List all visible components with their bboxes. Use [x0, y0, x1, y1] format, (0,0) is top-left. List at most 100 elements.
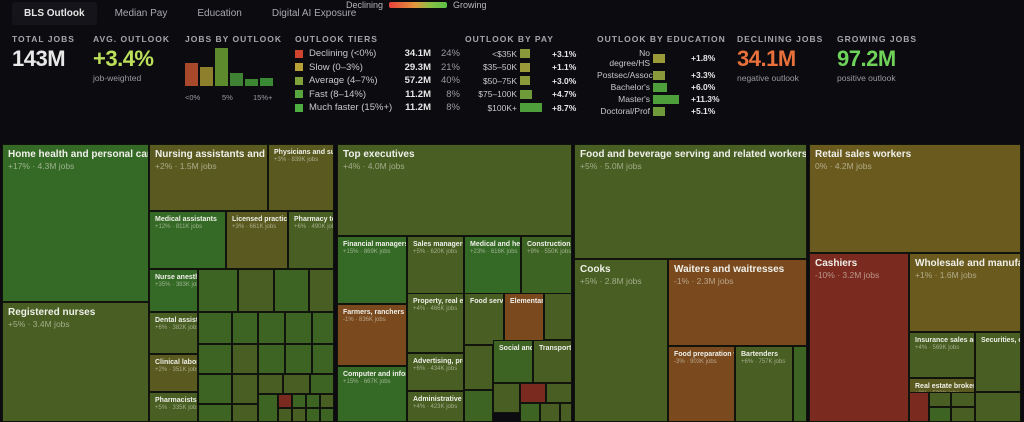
treemap-cell[interactable]	[274, 269, 309, 312]
treemap-cell[interactable]: Insurance sales agents+4% · 569K jobs	[909, 332, 975, 378]
color-legend: Declining Growing	[346, 0, 487, 10]
pay-label: $75–100K	[478, 89, 517, 100]
treemap-cell[interactable]	[232, 374, 258, 404]
treemap-cell[interactable]: Food and beverage serving and related wo…	[574, 144, 807, 259]
treemap-cell[interactable]: Construction managers+9% · 550K jobs	[521, 236, 572, 304]
treemap-cell[interactable]	[232, 344, 258, 374]
treemap-cell[interactable]: Home health and personal care +17% · 4.3M…	[2, 144, 149, 302]
treemap-cell[interactable]: Dental assistants+6% · 382K jobs	[149, 312, 198, 354]
treemap-cell[interactable]: Advertising, promotions managers+6% · 43…	[407, 353, 464, 391]
treemap-cell[interactable]	[278, 394, 292, 408]
treemap-cell[interactable]: Top executives +4% · 4.0M jobs	[337, 144, 572, 236]
treemap-cell[interactable]: Financial managers +15% · 869K jobs	[337, 236, 407, 304]
treemap-cell[interactable]: Nurse anesthetists+35% · 383K jobs	[149, 269, 198, 312]
treemap-cell[interactable]: Computer and information systems manager…	[337, 366, 407, 422]
treemap-cell[interactable]	[198, 344, 232, 374]
treemap-cell[interactable]: Securities, commodities agents	[975, 332, 1021, 392]
treemap-cell[interactable]: Licensed practical nurses+3% · 661K jobs	[226, 211, 288, 269]
treemap-cell[interactable]	[951, 407, 975, 422]
cell-title: Nurse anesthetists	[155, 274, 198, 281]
treemap-cell[interactable]	[520, 403, 540, 422]
treemap-cell[interactable]	[198, 312, 232, 344]
tab-median-pay[interactable]: Median Pay	[114, 8, 168, 19]
treemap-cell[interactable]: Cooks +5% · 2.8M jobs	[574, 259, 668, 422]
treemap-cell[interactable]	[546, 383, 572, 403]
histogram-bar[interactable]	[245, 78, 258, 86]
treemap-cell[interactable]	[929, 407, 951, 422]
treemap-cell[interactable]	[306, 394, 320, 408]
treemap-cell[interactable]	[320, 408, 334, 422]
pay-bar-track	[520, 89, 542, 99]
treemap-cell[interactable]	[909, 392, 929, 422]
treemap-cell[interactable]	[258, 394, 278, 422]
tab-education[interactable]: Education	[197, 8, 242, 19]
treemap-cell[interactable]	[540, 403, 560, 422]
treemap-cell[interactable]: Property, real estate managers+4% · 466K…	[407, 293, 464, 353]
treemap-cell[interactable]	[306, 408, 320, 422]
cell-subtitle: +6% · 382K jobs	[155, 325, 198, 332]
treemap-cell[interactable]	[493, 383, 520, 413]
treemap-cell[interactable]	[309, 269, 334, 312]
histogram-bar[interactable]	[185, 63, 198, 86]
treemap-cell[interactable]: Retail sales workers 0% · 4.2M jobs	[809, 144, 1021, 253]
treemap-cell[interactable]	[285, 344, 312, 374]
treemap-cell[interactable]: Administrative services managers+4% · 42…	[407, 391, 464, 422]
treemap-cell[interactable]: Wholesale and manufacturing sales+1% · 1…	[909, 253, 1021, 332]
treemap-cell[interactable]	[951, 392, 975, 407]
treemap-cell[interactable]	[238, 269, 274, 312]
treemap-cell[interactable]	[975, 392, 1021, 422]
treemap-cell[interactable]: Cashiers -10% · 3.2M jobs	[809, 253, 909, 422]
tab-bls-outlook[interactable]: BLS Outlook	[12, 2, 97, 25]
treemap-cell[interactable]: Waiters and waitresses -1% · 2.3M jobs	[668, 259, 807, 346]
treemap-cell[interactable]: Elementary school principals	[504, 293, 544, 345]
treemap-cell[interactable]	[292, 408, 306, 422]
treemap-cell[interactable]	[560, 403, 572, 422]
treemap-cell[interactable]	[312, 312, 334, 344]
histogram-bar[interactable]	[200, 66, 213, 86]
treemap-cell[interactable]: Food service managers	[464, 293, 504, 345]
treemap-cell[interactable]	[232, 404, 258, 422]
view-tabs: BLS Outlook Median Pay Education Digital…	[12, 2, 368, 25]
treemap-cell[interactable]: Transportation managers	[533, 340, 572, 383]
treemap-cell[interactable]: Bartenders +6% · 757K jobs	[735, 346, 793, 422]
histogram-bar[interactable]	[230, 73, 243, 86]
treemap-cell[interactable]	[258, 344, 285, 374]
treemap-cell[interactable]: Pharmacists +5% · 335K jobs	[149, 392, 198, 422]
jobs-by-outlook-histogram	[185, 48, 275, 86]
histogram-bar[interactable]	[215, 48, 228, 86]
treemap-cell[interactable]: Nursing assistants and orderlies+2% · 1.…	[149, 144, 268, 211]
cell-subtitle: +4% · 466K jobs	[413, 306, 458, 313]
treemap-cell[interactable]	[258, 312, 285, 344]
treemap-cell[interactable]	[198, 269, 238, 312]
treemap-cell[interactable]	[310, 374, 334, 394]
treemap-cell[interactable]: Pharmacy technicians+6% · 490K jobs	[288, 211, 334, 269]
treemap-cell[interactable]	[929, 392, 951, 407]
treemap-cell[interactable]	[464, 345, 493, 390]
treemap-cell[interactable]: Clinical laboratory technologists+2% · 3…	[149, 354, 198, 392]
treemap-cell[interactable]	[232, 312, 258, 344]
treemap-cell[interactable]	[320, 394, 334, 408]
treemap-cell[interactable]: Social and community managers	[493, 340, 533, 383]
treemap-cell[interactable]: Food preparation workers-3% · 903K jobs	[668, 346, 735, 422]
pay-bar	[520, 49, 530, 59]
treemap-cell[interactable]	[278, 408, 292, 422]
treemap-cell[interactable]: Physicians and surgeons+3% · 839K jobs	[268, 144, 334, 211]
treemap-cell[interactable]	[283, 374, 310, 394]
treemap-cell[interactable]: Farmers, ranchers -1% · 836K jobs	[337, 304, 407, 366]
treemap-cell[interactable]: Registered nurses +5% · 3.4M jobs	[2, 302, 149, 422]
histogram-bar[interactable]	[260, 77, 273, 86]
treemap-cell[interactable]	[292, 394, 306, 408]
treemap-cell[interactable]	[464, 390, 493, 422]
treemap-cell[interactable]	[520, 383, 546, 403]
treemap-cell[interactable]: Medical assistants +12% · 811K jobs	[149, 211, 226, 269]
treemap-cell[interactable]	[198, 374, 232, 404]
cell-title: Dental assistants	[155, 317, 198, 324]
treemap-cell[interactable]	[258, 374, 283, 394]
treemap-cell[interactable]	[198, 404, 232, 422]
treemap-cell[interactable]	[312, 344, 334, 374]
pay-bar	[520, 103, 542, 113]
tab-digital-ai-exposure[interactable]: Digital AI Exposure	[271, 8, 357, 19]
treemap-cell[interactable]	[285, 312, 312, 344]
treemap-cell[interactable]	[793, 346, 807, 422]
treemap-cell[interactable]	[544, 293, 572, 340]
